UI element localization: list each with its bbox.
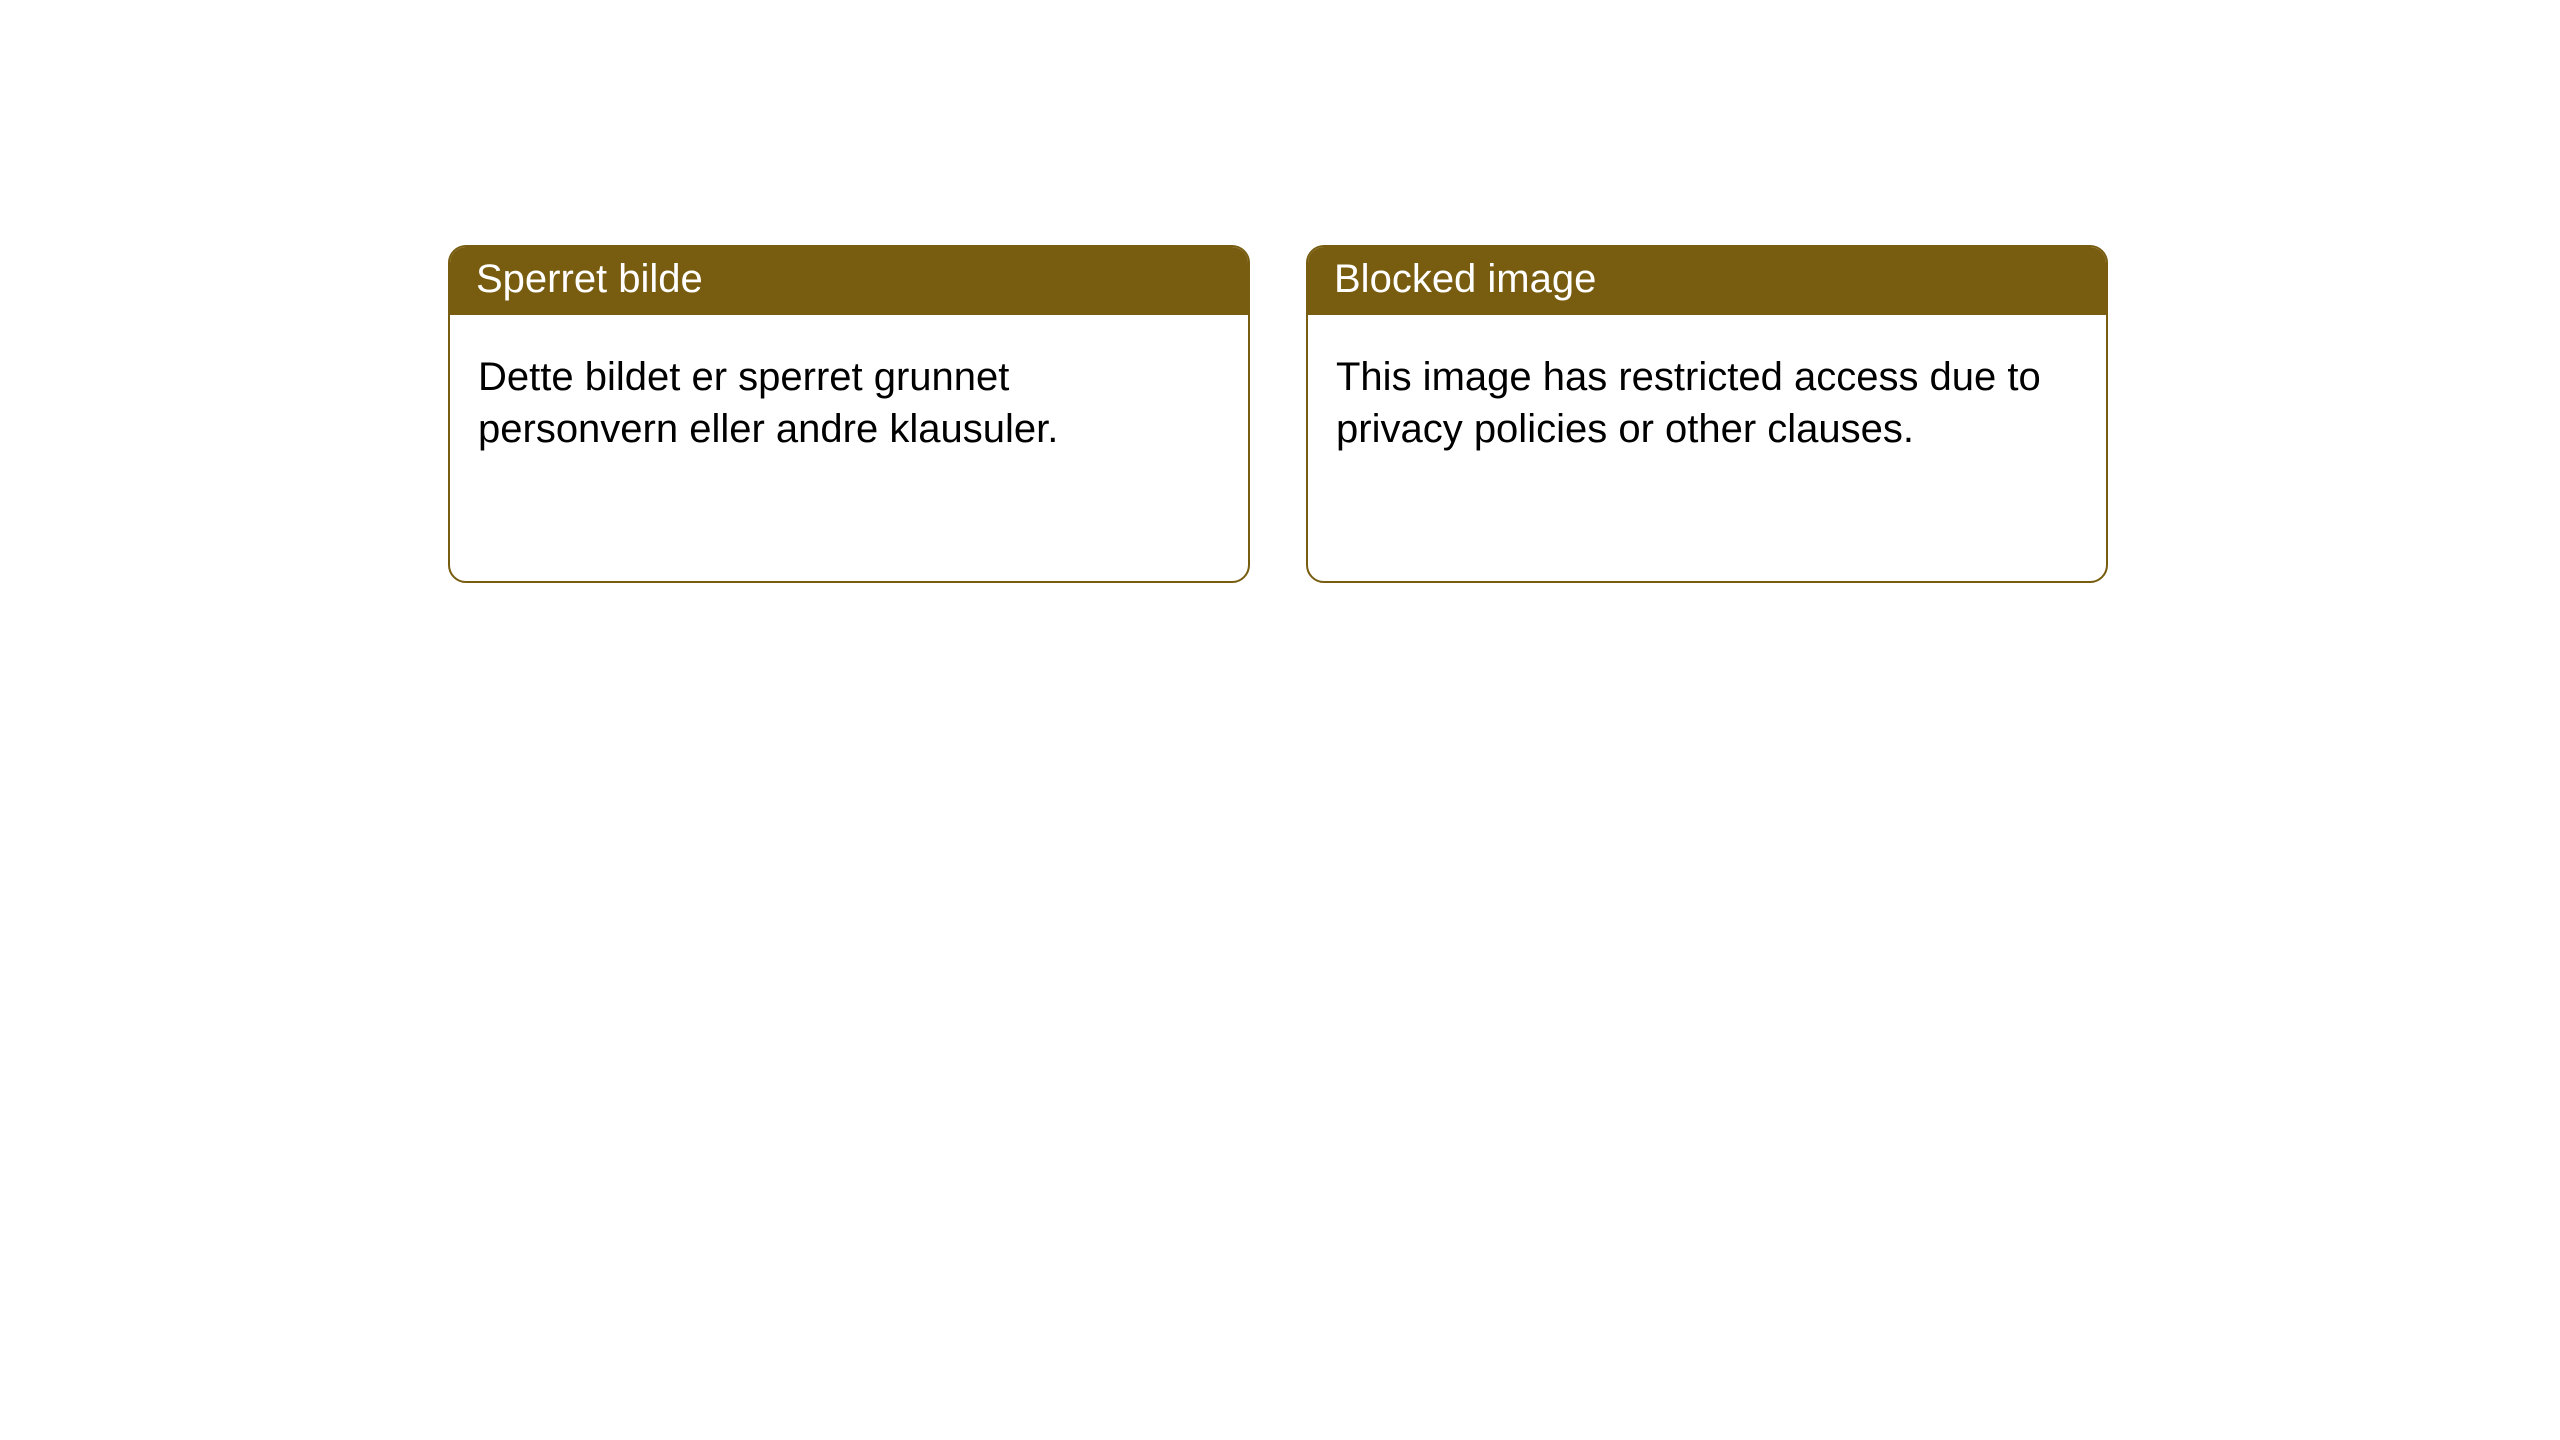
- card-header-en: Blocked image: [1308, 247, 2106, 315]
- card-title-en: Blocked image: [1334, 257, 1596, 301]
- card-header-no: Sperret bilde: [450, 247, 1248, 315]
- blocked-image-card-no: Sperret bilde Dette bildet er sperret gr…: [448, 245, 1250, 583]
- notice-container: Sperret bilde Dette bildet er sperret gr…: [0, 0, 2560, 583]
- card-body-text-no: Dette bildet er sperret grunnet personve…: [478, 355, 1058, 451]
- blocked-image-card-en: Blocked image This image has restricted …: [1306, 245, 2108, 583]
- card-body-no: Dette bildet er sperret grunnet personve…: [450, 315, 1248, 491]
- card-body-en: This image has restricted access due to …: [1308, 315, 2106, 491]
- card-body-text-en: This image has restricted access due to …: [1336, 355, 2041, 451]
- card-title-no: Sperret bilde: [476, 257, 703, 301]
